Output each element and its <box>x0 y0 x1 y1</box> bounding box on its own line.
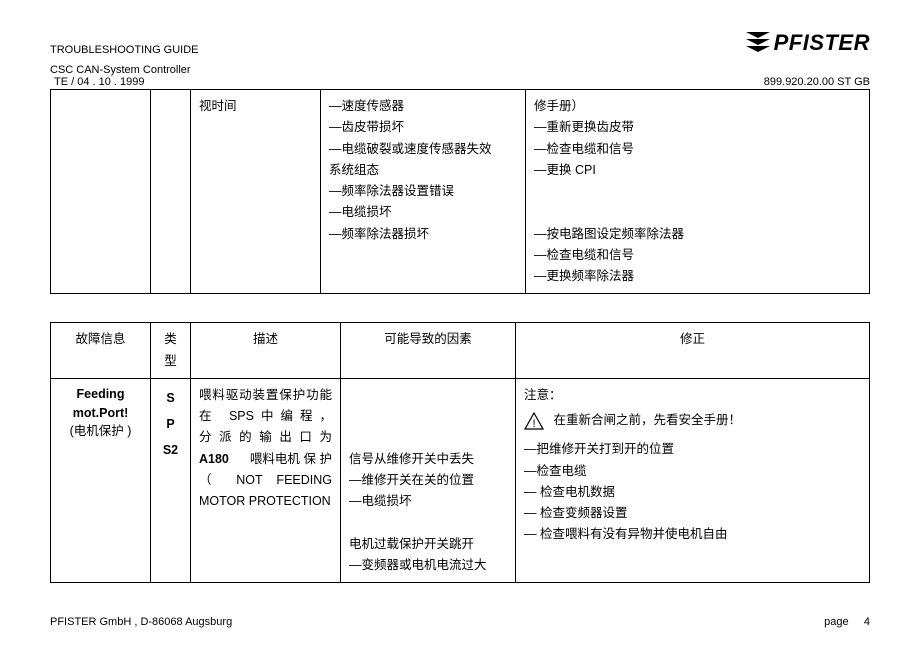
cell-cause: —速度传感器 —齿皮带损坏 —电缆破裂或速度传感器失效 系统组态 —频率除法器设… <box>321 90 526 294</box>
fix-warning-text: 在重新合闸之前，先看安全手册！ <box>553 413 741 427</box>
fault-name-cn: (电机保护 ) <box>59 422 142 441</box>
col-fault: 故障信息 <box>51 323 151 379</box>
cell-cause: 信号从维修开关中丢失 —维修开关在关的位置 —电缆损坏 电机过载保护开关跳开 —… <box>341 378 516 582</box>
cell-fix: 注意： ! 在重新合闸之前，先看安全手册！ —把维修开关打到开的位置 —检查电缆… <box>516 378 870 582</box>
header-sub-row: CSC CAN-System Controller <box>50 64 870 76</box>
col-cause: 可能导致的因素 <box>341 323 516 379</box>
cell-fix: 修手册） —重新更换齿皮带 —检查电缆和信号 —更换 CPI —按电路图设定频率… <box>526 90 870 294</box>
doc-header: TROUBLESHOOTING GUIDE PFISTER <box>50 30 870 56</box>
desc-part-d: 喂料电机 <box>250 452 300 466</box>
cell-desc: 视时间 <box>191 90 321 294</box>
table-header-row: 故障信息 类型 描述 可能导致的因素 修正 <box>51 323 870 379</box>
svg-text:!: ! <box>532 418 535 430</box>
desc-part-b: 分 派 的 输 出 口 为 <box>199 427 332 448</box>
cell-desc: 喂料驱动装置保护功能在 SPS中编程， 分 派 的 输 出 口 为 A180 喂… <box>191 378 341 582</box>
footer-page-label: page <box>824 616 848 628</box>
fault-name-en: Feeding mot.Port! <box>59 385 142 423</box>
brand-name: PFISTER <box>774 30 870 55</box>
doc-subtitle: CSC CAN-System Controller <box>50 64 870 76</box>
cell-fault <box>51 90 151 294</box>
troubleshoot-table-continued: 视时间 —速度传感器 —齿皮带损坏 —电缆破裂或速度传感器失效 系统组态 —频率… <box>50 90 870 294</box>
logo-chevron-icon <box>746 32 770 52</box>
cell-type: S P S2 <box>151 378 191 582</box>
fix-body: —把维修开关打到开的位置 —检查电缆 — 检查电机数据 — 检查变频器设置 — … <box>524 439 861 545</box>
cell-type <box>151 90 191 294</box>
footer-page: page 4 <box>824 616 870 628</box>
footer-company: PFISTER GmbH , D-86068 Augsburg <box>50 616 232 628</box>
doc-code: 899.920.20.00 ST GB <box>764 76 870 88</box>
desc-part-a: 喂料驱动装置保护功能在 SPS中编程， <box>199 388 332 423</box>
table-row: Feeding mot.Port! (电机保护 ) S P S2 喂料驱动装置保… <box>51 378 870 582</box>
doc-date: TE / 04 . 10 . 1999 <box>50 76 145 88</box>
warning-triangle-icon: ! <box>524 412 544 430</box>
header-left: TROUBLESHOOTING GUIDE <box>50 44 199 56</box>
desc-code: A180 <box>199 452 229 466</box>
doc-title: TROUBLESHOOTING GUIDE <box>50 44 199 56</box>
fix-warning-line: ! 在重新合闸之前，先看安全手册！ <box>524 410 861 431</box>
cell-fault: Feeding mot.Port! (电机保护 ) <box>51 378 151 582</box>
col-desc: 描述 <box>191 323 341 379</box>
col-type: 类型 <box>151 323 191 379</box>
troubleshoot-table: 故障信息 类型 描述 可能导致的因素 修正 Feeding mot.Port! … <box>50 322 870 583</box>
col-fix: 修正 <box>516 323 870 379</box>
fix-note-label: 注意： <box>524 385 861 406</box>
header-meta-row: TE / 04 . 10 . 1999 899.920.20.00 ST GB <box>50 76 870 90</box>
page-footer: PFISTER GmbH , D-86068 Augsburg page 4 <box>50 616 870 628</box>
footer-page-number: 4 <box>864 616 870 628</box>
brand-logo: PFISTER <box>746 30 870 56</box>
table-row: 视时间 —速度传感器 —齿皮带损坏 —电缆破裂或速度传感器失效 系统组态 —频率… <box>51 90 870 294</box>
